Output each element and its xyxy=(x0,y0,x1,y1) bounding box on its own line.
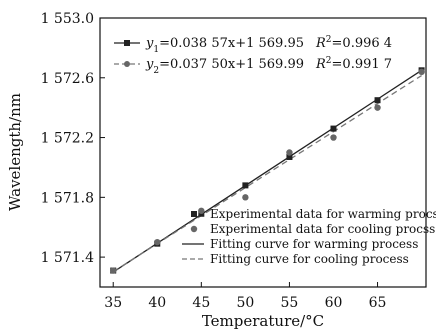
marker-legend: Experimental data for warming procssExpe… xyxy=(182,207,436,266)
point-warming xyxy=(242,182,249,189)
point-warming xyxy=(374,97,381,104)
legend-label: Fitting curve for warming process xyxy=(210,237,418,251)
equation-part: y xyxy=(145,57,154,72)
x-tick-label: 65 xyxy=(369,295,387,311)
fit-equation: y2=0.037 50x+1 569.99 xyxy=(145,57,304,76)
y-tick-label: 1 572.2 xyxy=(41,131,94,147)
point-warming xyxy=(286,153,293,160)
point-cooling xyxy=(242,194,249,201)
fit-equation: y1=0.038 57x+1 569.95 xyxy=(145,36,304,55)
plot-frame xyxy=(99,17,427,288)
x-tick-label: 40 xyxy=(148,295,166,311)
point-cooling xyxy=(110,267,117,274)
y-tick-label: 1 571.4 xyxy=(41,250,95,266)
equation-part: y xyxy=(145,36,154,51)
x-tick-label: 35 xyxy=(104,295,122,311)
r-squared-part: R xyxy=(315,36,326,51)
equation-legend-marker xyxy=(124,40,130,46)
legend-label: Experimental data for cooling procss xyxy=(210,222,435,236)
x-tick-label: 45 xyxy=(192,295,210,311)
r-squared-part: 2 xyxy=(326,56,332,66)
fit-lines xyxy=(112,69,422,273)
y-axis-title: Wavelength/nm xyxy=(6,93,24,211)
legend-label: Experimental data for warming procss xyxy=(210,207,436,221)
point-cooling xyxy=(418,68,425,76)
x-tick-label: 55 xyxy=(281,295,299,311)
equation-part: =0.037 50x+1 569.99 xyxy=(159,57,304,72)
x-axis-title: Temperature/°C xyxy=(202,312,324,330)
point-warming xyxy=(330,125,337,132)
data-points xyxy=(110,67,425,274)
point-cooling xyxy=(198,207,205,214)
equation-legend-marker xyxy=(124,61,130,67)
axis-ticks: 35 40 45 50 55 60 65 1 571.4 1 571.8 1 572.2 1 572… xyxy=(41,11,387,311)
fit-line-cooling xyxy=(112,74,422,273)
y-tick-label: 1 553.0 xyxy=(41,11,94,27)
point-cooling xyxy=(330,134,337,141)
equation-legend: y1=0.038 57x+1 569.95 R2=0.996 4y2=0.037 … xyxy=(114,35,392,76)
equation-part: 1 xyxy=(153,45,159,55)
r-squared-part: =0.996 4 xyxy=(332,36,393,51)
point-cooling xyxy=(154,238,161,246)
equation-part: 2 xyxy=(153,66,159,76)
r-squared-part: 2 xyxy=(326,35,332,45)
legend-marker-square xyxy=(191,211,197,217)
y-tick-label: 1 572.6 xyxy=(41,71,95,87)
point-cooling xyxy=(286,149,293,156)
y-tick-label: 1 571.8 xyxy=(41,190,94,206)
r-squared-part: R xyxy=(315,57,326,72)
point-cooling xyxy=(374,104,381,111)
legend-marker-circle xyxy=(190,225,198,233)
r-squared-part: =0.991 7 xyxy=(332,57,393,72)
r-squared: R2=0.996 4 xyxy=(315,35,392,51)
x-tick-label: 60 xyxy=(325,295,343,311)
x-tick-label: 50 xyxy=(236,295,254,311)
r-squared: R2=0.991 7 xyxy=(315,56,392,72)
legend-label: Fitting curve for cooling process xyxy=(210,252,409,266)
equation-part: =0.038 57x+1 569.95 xyxy=(159,36,304,51)
